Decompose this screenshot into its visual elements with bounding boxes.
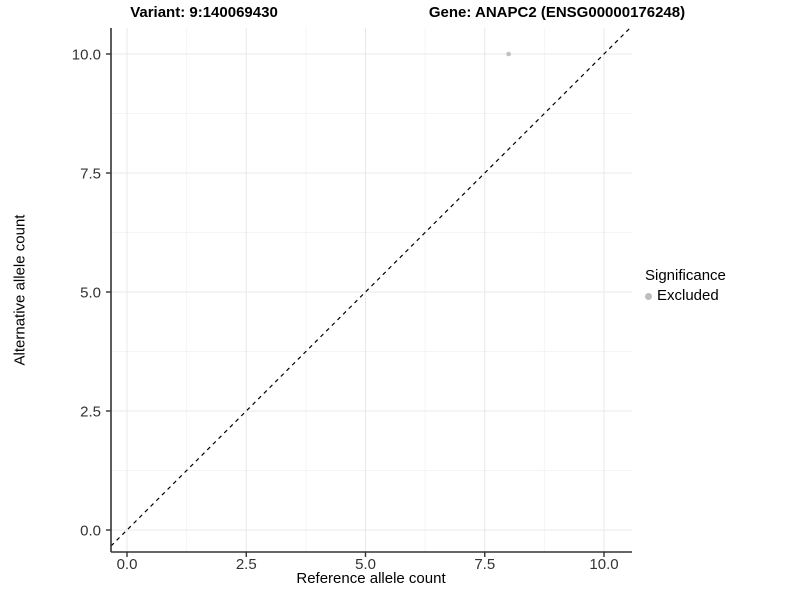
gene-title: Gene: ANAPC2 (ENSG00000176248) [428,4,686,21]
identity-dashed-line [111,28,631,547]
x-tick-label: 5.0 [355,556,376,573]
x-tick-label: 0.0 [117,556,138,573]
y-tick-label: 0.0 [80,523,101,540]
legend-item-label: Excluded [657,287,719,304]
legend: Significance Excluded [645,266,726,306]
x-tick-label: 10.0 [589,556,618,573]
variant-title: Variant: 9:140069430 [130,4,278,21]
excluded-point-icon [645,292,652,300]
y-tick-label: 5.0 [80,285,101,302]
x-tick-label: 7.5 [474,556,495,573]
y-tick-label: 2.5 [80,404,101,421]
data-point [506,51,511,57]
y-tick-label: 10.0 [72,47,101,64]
legend-item-excluded: Excluded [645,286,726,306]
legend-title: Significance [645,267,726,284]
y-axis-title: Alternative allele count [11,214,29,366]
x-tick-label: 2.5 [236,556,257,573]
x-axis-title: Reference allele count [296,570,446,587]
y-tick-label: 7.5 [80,166,101,183]
